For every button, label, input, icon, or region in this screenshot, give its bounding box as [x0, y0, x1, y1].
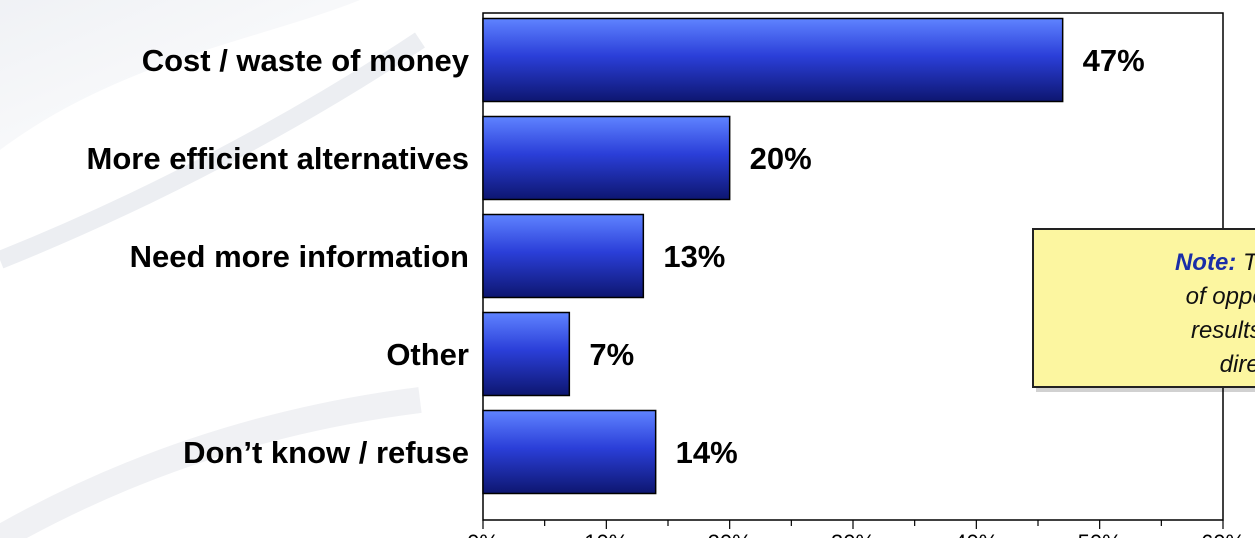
x-tick-label: 30% — [831, 530, 875, 538]
value-label: 14% — [676, 435, 738, 470]
bar — [482, 17, 1064, 103]
category-label: Other — [386, 337, 469, 372]
x-tick-label: 40% — [954, 530, 998, 538]
category-label: More efficient alternatives — [87, 141, 469, 176]
x-tick-label: 50% — [1078, 530, 1122, 538]
bar — [482, 409, 657, 495]
note-line-3: results sho — [1190, 317, 1255, 344]
value-label: 7% — [589, 337, 634, 372]
bar — [482, 115, 731, 201]
value-label: 47% — [1083, 43, 1145, 78]
category-label: Cost / waste of money — [142, 43, 470, 78]
x-tick-label: 0% — [467, 530, 499, 538]
x-tick-label: 20% — [708, 530, 752, 538]
note-box: Note: The ext of opponent results sho di… — [1032, 228, 1255, 388]
note-line-1: Note: The ext — [1034, 246, 1255, 280]
note-line-2: of opponent — [1185, 283, 1255, 310]
bar — [482, 213, 645, 299]
x-tick-label: 10% — [584, 530, 628, 538]
note-line-4: direct — [1219, 351, 1255, 378]
x-tick-label: 60% — [1201, 530, 1245, 538]
note-line-1-rest: The ext — [1236, 249, 1255, 276]
note-text: Note: The ext of opponent results sho di… — [1034, 246, 1255, 382]
value-label: 13% — [663, 239, 725, 274]
value-label: 20% — [750, 141, 812, 176]
category-label: Need more information — [130, 239, 469, 274]
category-label: Don’t know / refuse — [183, 435, 469, 470]
note-lead: Note: — [1174, 249, 1237, 276]
bar — [482, 311, 571, 397]
